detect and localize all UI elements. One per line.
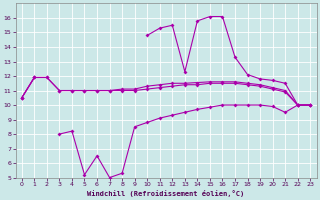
X-axis label: Windchill (Refroidissement éolien,°C): Windchill (Refroidissement éolien,°C) [87, 190, 245, 197]
